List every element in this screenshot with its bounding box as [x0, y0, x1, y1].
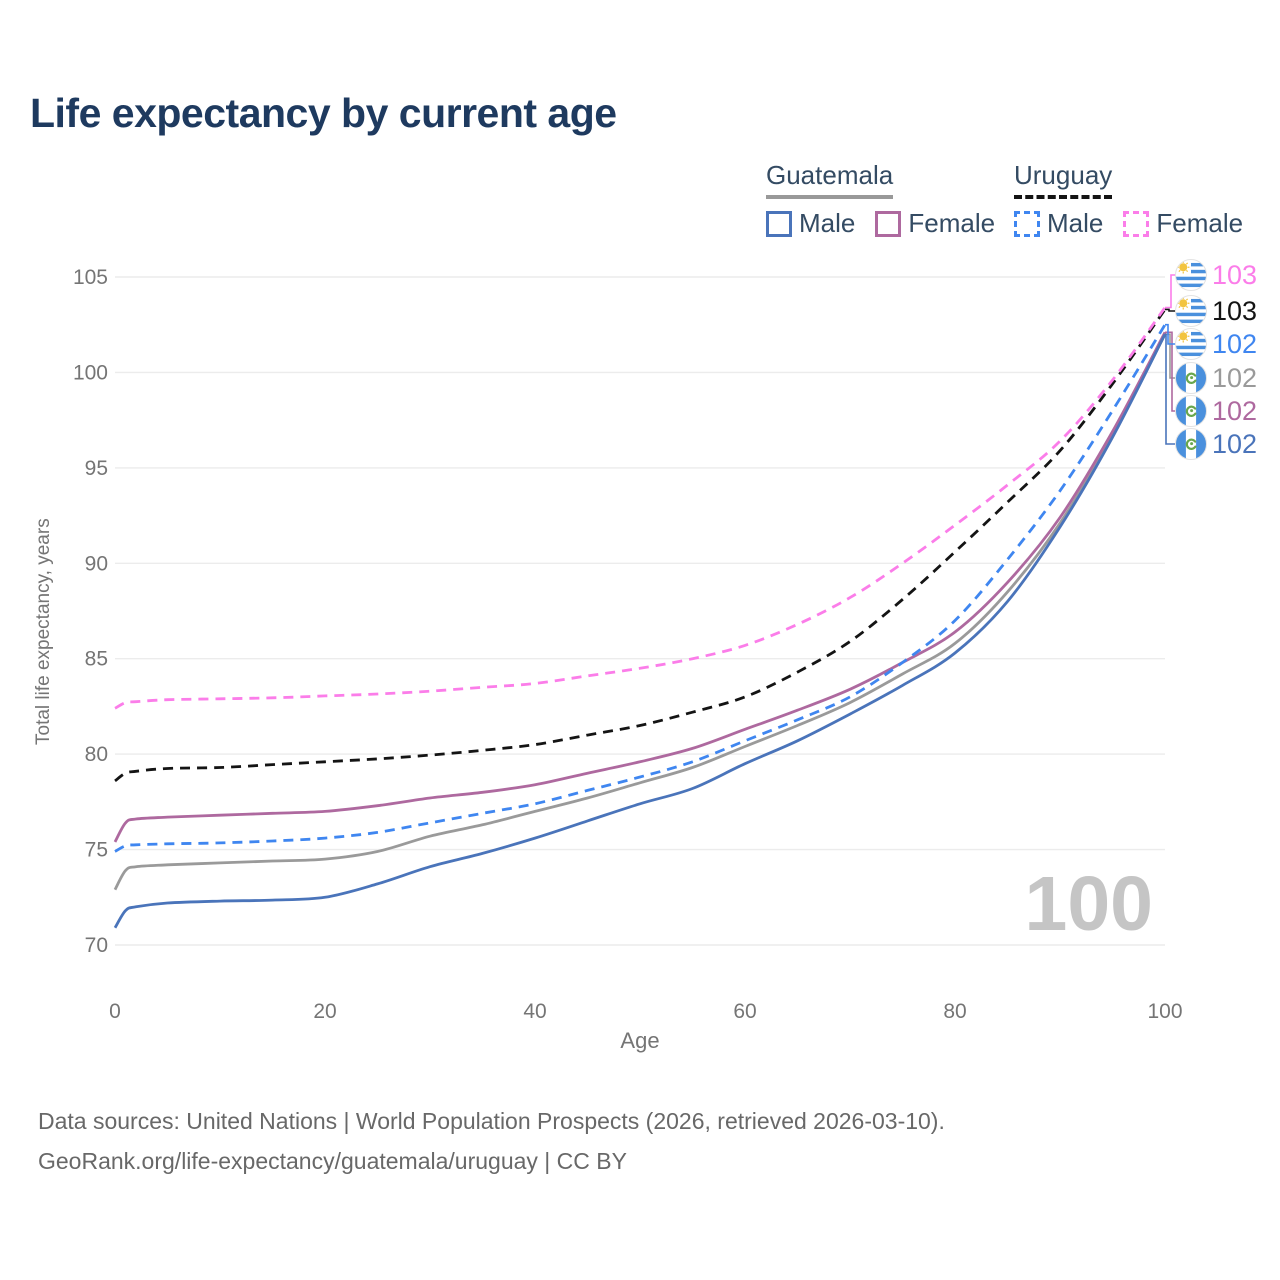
flag-band-left [1175, 395, 1186, 427]
flag-stripe [1175, 352, 1207, 357]
legend-label-guatemala-male: Male [799, 208, 856, 238]
flag-icon-uruguay [1175, 295, 1207, 327]
legend-item-guatemala-male[interactable]: Male [766, 208, 855, 239]
y-tick-label: 75 [85, 839, 108, 862]
x-tick-label: 0 [109, 1000, 121, 1023]
flag-quetzal-dot [1190, 376, 1194, 380]
flag-edge [1175, 295, 1207, 327]
legend-items-uruguay: Male Female [1014, 208, 1243, 239]
series-line-uruguay-female [114, 306, 1167, 710]
series-line-uruguay-male [114, 323, 1167, 853]
series-line-guatemala-male [113, 333, 1167, 929]
legend-item-uruguay-male[interactable]: Male [1014, 208, 1103, 239]
x-tick-label: 80 [943, 1000, 966, 1023]
flag-quetzal [1185, 405, 1197, 417]
flag-icon-guatemala [1175, 395, 1207, 427]
x-tick-label: 20 [313, 1000, 336, 1023]
flag-quetzal-dot [1190, 409, 1194, 413]
flag-sun-ray [1185, 338, 1189, 342]
flag-sun-ray [1178, 269, 1181, 273]
flag-band-right [1196, 428, 1207, 460]
flag-quetzal [1185, 438, 1197, 450]
flag-edge [1175, 428, 1207, 460]
page-title: Life expectancy by current age [30, 90, 617, 136]
y-tick-label: 80 [85, 743, 108, 766]
flag-edge [1175, 395, 1207, 427]
end-value-label-uruguay-female: 103 [1212, 260, 1257, 290]
end-value-label-guatemala-male: 102 [1212, 429, 1257, 459]
legend-group-guatemala: Guatemala Male Female [766, 160, 995, 239]
x-tick-label: 60 [733, 1000, 756, 1023]
flag-stripe [1175, 283, 1207, 288]
flag-icon-guatemala [1175, 362, 1207, 394]
x-tick-label: 100 [1147, 1000, 1182, 1023]
flag-band-left [1175, 362, 1186, 394]
legend-item-guatemala-female[interactable]: Female [875, 208, 995, 239]
flag-icon-uruguay [1175, 259, 1207, 291]
legend-swatch-uruguay-female [1123, 210, 1150, 237]
legend-item-uruguay-female[interactable]: Female [1123, 208, 1243, 239]
flag-sun-ray [1185, 305, 1189, 309]
flag-band-right [1196, 362, 1207, 394]
end-value-label-guatemala-both-sexes: 102 [1212, 363, 1257, 393]
series-line-uruguay-both-sexes [114, 308, 1167, 783]
flag-quetzal [1185, 372, 1197, 384]
y-tick-label: 90 [85, 552, 108, 575]
leader-line-uruguay-both-sexes [1165, 308, 1175, 312]
x-tick-label: 40 [523, 1000, 546, 1023]
flag-sun-ray [1178, 338, 1181, 342]
flag-stripe [1175, 312, 1207, 317]
flag-sun [1179, 299, 1188, 308]
leader-line-guatemala-male [1165, 333, 1175, 445]
leader-line-uruguay-female [1165, 274, 1175, 309]
flag-quetzal-dot [1190, 442, 1194, 446]
series-line-guatemala-female [113, 331, 1167, 843]
flag-edge [1175, 328, 1207, 360]
y-tick-label: 85 [85, 648, 108, 671]
leader-line-uruguay-male [1165, 323, 1175, 345]
legend-label-guatemala-female: Female [908, 208, 996, 238]
flag-stripe [1175, 319, 1207, 324]
flag-sun [1179, 332, 1188, 341]
series-line-guatemala-both-sexes [113, 333, 1167, 891]
flag-band-left [1175, 428, 1186, 460]
footer-attribution: GeoRank.org/life-expectancy/guatemala/ur… [38, 1148, 627, 1174]
current-age-watermark: 100 [1024, 861, 1153, 947]
flag-stripe [1175, 345, 1207, 350]
flag-edge [1175, 362, 1207, 394]
legend-items-guatemala: Male Female [766, 208, 995, 239]
footer-data-sources: Data sources: United Nations | World Pop… [38, 1108, 945, 1134]
y-tick-label: 70 [85, 934, 108, 957]
legend-label-uruguay-female: Female [1156, 208, 1244, 238]
flag-edge [1175, 259, 1207, 291]
y-tick-label: 100 [73, 361, 108, 384]
end-value-label-uruguay-both-sexes: 103 [1212, 296, 1257, 326]
flag-band-right [1196, 395, 1207, 427]
flag-icon-guatemala [1175, 428, 1207, 460]
legend-swatch-guatemala-male [766, 210, 792, 237]
legend-country-uruguay: Uruguay [1014, 160, 1113, 199]
flag-sun-ray [1185, 262, 1189, 265]
flag-sun-ray [1185, 298, 1189, 301]
y-axis-label: Total life expectancy, years [33, 518, 54, 745]
end-value-label-guatemala-female: 102 [1212, 396, 1257, 426]
legend-label-uruguay-male: Male [1047, 208, 1104, 238]
flag-stripe [1175, 276, 1207, 281]
flag-sun-ray [1185, 331, 1189, 334]
flag-sun-ray [1178, 305, 1181, 309]
x-axis-label: Age [620, 1028, 660, 1053]
legend-country-guatemala: Guatemala [766, 160, 894, 199]
legend-swatch-uruguay-male [1014, 210, 1040, 237]
flag-icon-uruguay [1175, 328, 1207, 360]
y-tick-label: 95 [85, 457, 108, 480]
y-tick-label: 105 [73, 266, 108, 289]
legend-group-uruguay: Uruguay Male Female [1014, 160, 1243, 239]
legend-swatch-guatemala-female [875, 210, 902, 237]
end-value-label-uruguay-male: 102 [1212, 329, 1257, 359]
flag-sun [1179, 263, 1188, 272]
flag-sun-ray [1185, 269, 1189, 273]
